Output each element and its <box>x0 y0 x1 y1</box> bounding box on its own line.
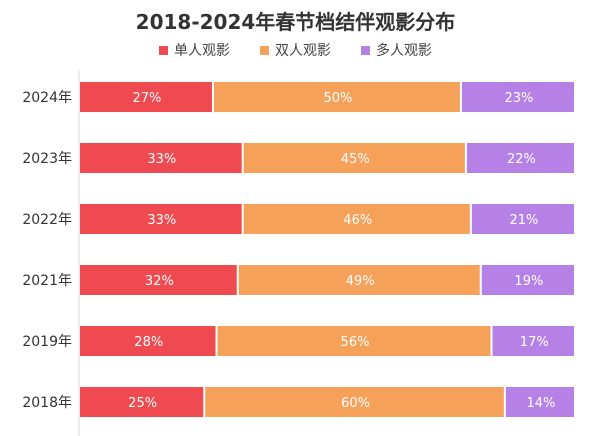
y-tick-label: 2023年 <box>22 151 72 167</box>
data-label: 17% <box>520 335 549 350</box>
data-label: 33% <box>147 152 176 167</box>
bar-segment <box>80 143 242 173</box>
bar-segment <box>238 265 480 295</box>
bar-segment <box>80 82 212 112</box>
y-tick-label: 2019年 <box>22 334 72 350</box>
data-label: 23% <box>505 91 534 106</box>
legend-swatch-single <box>159 45 168 55</box>
data-label: 19% <box>514 274 543 289</box>
legend-swatch-group <box>361 45 370 55</box>
legend-item-pair: 双人观影 <box>260 40 331 60</box>
data-label: 45% <box>341 152 370 167</box>
data-label: 21% <box>509 213 538 228</box>
data-label: 32% <box>145 274 174 289</box>
y-tick-label: 2021年 <box>22 273 72 289</box>
data-label: 28% <box>134 335 163 350</box>
bar-segment <box>80 387 204 417</box>
bar-segment <box>505 387 574 417</box>
y-tick-label: 2024年 <box>22 90 72 106</box>
bar-segment <box>471 204 574 234</box>
data-label: 25% <box>128 396 157 411</box>
data-label: 56% <box>341 335 370 350</box>
legend: 单人观影 双人观影 多人观影 <box>0 40 591 60</box>
bar-segment <box>205 387 504 417</box>
data-label: 14% <box>526 396 555 411</box>
bar-segment <box>213 82 460 112</box>
bar-segment <box>243 204 470 234</box>
data-label: 50% <box>323 91 352 106</box>
legend-item-group: 多人观影 <box>361 40 432 60</box>
bar-segment <box>217 326 491 356</box>
bar-segment <box>80 265 237 295</box>
legend-label-single: 单人观影 <box>174 43 230 59</box>
bar-segment <box>466 143 574 173</box>
bar-segment <box>243 143 465 173</box>
bar-segment <box>461 82 574 112</box>
legend-swatch-pair <box>260 45 269 55</box>
y-tick-label: 2022年 <box>22 212 72 228</box>
legend-label-pair: 双人观影 <box>275 43 331 59</box>
chart-title: 2018-2024年春节档结伴观影分布 <box>135 10 456 34</box>
legend-label-group: 多人观影 <box>376 43 432 59</box>
data-label: 33% <box>147 213 176 228</box>
data-label: 46% <box>343 213 372 228</box>
bar-segment <box>80 204 242 234</box>
data-label: 22% <box>507 152 536 167</box>
bar-segment <box>492 326 574 356</box>
data-label: 49% <box>346 274 375 289</box>
bar-segment <box>481 265 574 295</box>
data-label: 60% <box>341 396 370 411</box>
legend-item-single: 单人观影 <box>159 40 230 60</box>
data-label: 27% <box>133 91 162 106</box>
bar-segment <box>80 326 216 356</box>
y-tick-label: 2018年 <box>22 395 72 411</box>
